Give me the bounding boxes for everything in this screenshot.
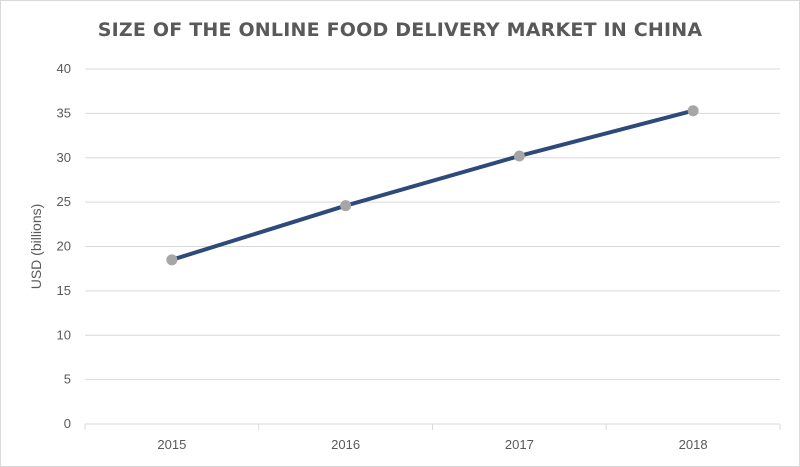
y-tick-label: 15 <box>57 283 71 298</box>
tick-labels: 0 5 10 15 20 25 30 35 40 2015 2016 2017 2018 <box>57 61 708 452</box>
y-tick-label: 5 <box>64 372 71 387</box>
chart-title: SIZE OF THE ONLINE FOOD DELIVERY MARKET … <box>97 19 703 41</box>
x-tick-label: 2016 <box>331 437 360 452</box>
x-tick-label: 2017 <box>505 437 534 452</box>
y-tick-label: 25 <box>57 194 71 209</box>
y-tick-label: 0 <box>64 416 71 431</box>
series <box>166 105 699 266</box>
x-tick-label: 2018 <box>679 437 708 452</box>
data-point-2016 <box>340 200 352 212</box>
axes <box>84 423 781 430</box>
data-point-2015 <box>166 254 178 266</box>
y-axis-title: USD (billions) <box>28 204 44 290</box>
gridlines <box>85 68 780 381</box>
data-point-2017 <box>513 150 525 162</box>
x-tick-label: 2015 <box>157 437 186 452</box>
y-tick-label: 10 <box>57 327 71 342</box>
y-tick-label: 30 <box>57 150 71 165</box>
y-tick-label: 35 <box>57 105 71 120</box>
y-tick-label: 20 <box>57 239 71 254</box>
series-line <box>169 108 696 262</box>
y-tick-label: 40 <box>57 61 71 76</box>
data-point-2018 <box>687 105 699 117</box>
